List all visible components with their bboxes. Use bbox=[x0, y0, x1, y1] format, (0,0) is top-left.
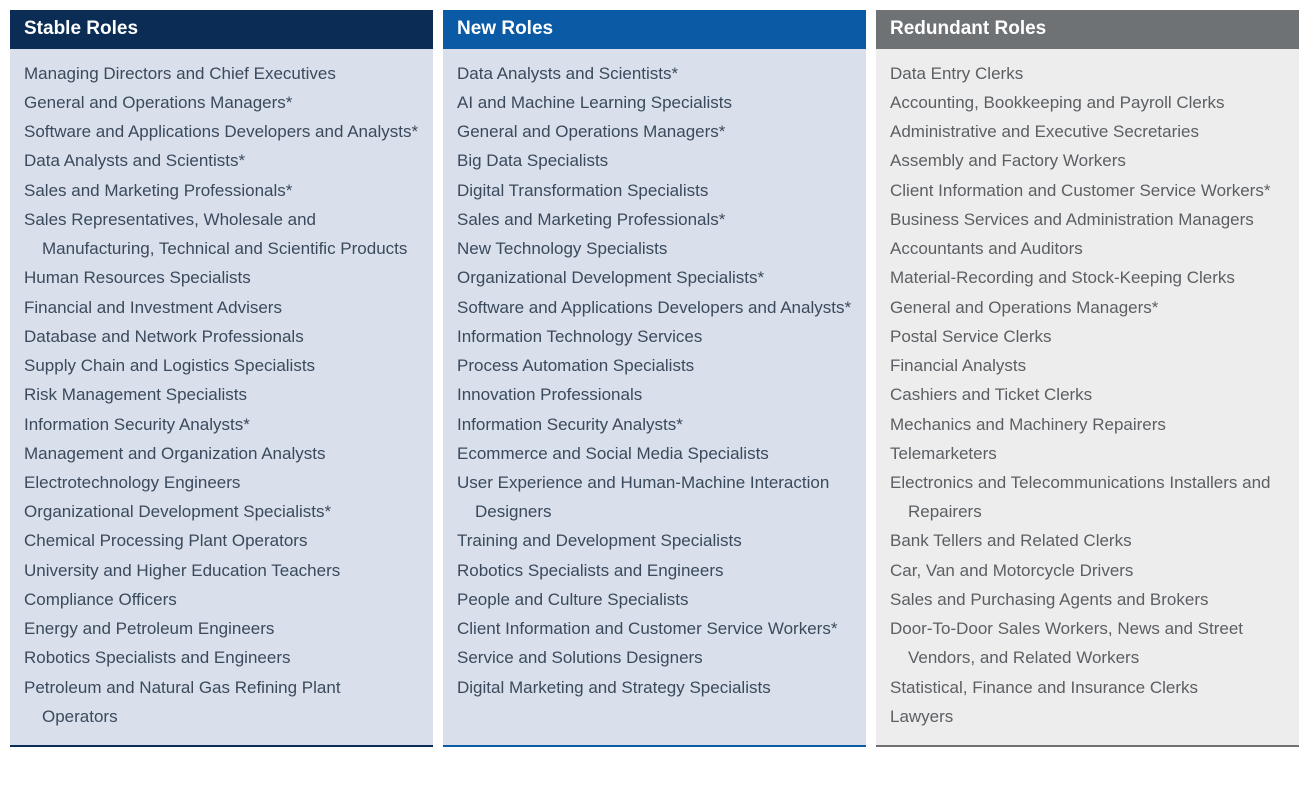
list-item: Training and Development Specialists bbox=[457, 526, 852, 555]
list-item: Human Resources Specialists bbox=[24, 263, 419, 292]
list-item: Information Security Analysts* bbox=[457, 410, 852, 439]
list-item: Material-Recording and Stock-Keeping Cle… bbox=[890, 263, 1285, 292]
list-item: Sales and Marketing Professionals* bbox=[457, 205, 852, 234]
list-item: User Experience and Human-Machine Intera… bbox=[457, 468, 852, 526]
list-item: Data Entry Clerks bbox=[890, 59, 1285, 88]
list-item: Client Information and Customer Service … bbox=[457, 614, 852, 643]
list-item: Ecommerce and Social Media Specialists bbox=[457, 439, 852, 468]
column-redundant: Redundant Roles Data Entry Clerks Accoun… bbox=[876, 10, 1299, 747]
list-item: Electronics and Telecommunications Insta… bbox=[890, 468, 1285, 526]
list-item: Management and Organization Analysts bbox=[24, 439, 419, 468]
list-item: Petroleum and Natural Gas Refining Plant… bbox=[24, 673, 419, 731]
list-item: Software and Applications Developers and… bbox=[457, 293, 852, 322]
list-item: General and Operations Managers* bbox=[890, 293, 1285, 322]
roles-table: Stable Roles Managing Directors and Chie… bbox=[0, 0, 1309, 757]
list-item: Robotics Specialists and Engineers bbox=[24, 643, 419, 672]
list-item: Door-To-Door Sales Workers, News and Str… bbox=[890, 614, 1285, 672]
list-item: Assembly and Factory Workers bbox=[890, 146, 1285, 175]
list-item: People and Culture Specialists bbox=[457, 585, 852, 614]
list-item: Organizational Development Specialists* bbox=[24, 497, 419, 526]
list-item: Organizational Development Specialists* bbox=[457, 263, 852, 292]
list-item: Lawyers bbox=[890, 702, 1285, 731]
column-header-stable: Stable Roles bbox=[10, 10, 433, 49]
list-item: Data Analysts and Scientists* bbox=[24, 146, 419, 175]
list-item: Database and Network Professionals bbox=[24, 322, 419, 351]
list-item: Information Security Analysts* bbox=[24, 410, 419, 439]
column-header-new: New Roles bbox=[443, 10, 866, 49]
list-item: Data Analysts and Scientists* bbox=[457, 59, 852, 88]
column-new: New Roles Data Analysts and Scientists* … bbox=[443, 10, 866, 747]
list-item: Financial and Investment Advisers bbox=[24, 293, 419, 322]
column-body-stable: Managing Directors and Chief Executives … bbox=[10, 49, 433, 745]
list-item: General and Operations Managers* bbox=[24, 88, 419, 117]
list-item: Sales and Purchasing Agents and Brokers bbox=[890, 585, 1285, 614]
list-item: Statistical, Finance and Insurance Clerk… bbox=[890, 673, 1285, 702]
list-item: Accounting, Bookkeeping and Payroll Cler… bbox=[890, 88, 1285, 117]
list-item: Digital Marketing and Strategy Specialis… bbox=[457, 673, 852, 702]
list-item: Software and Applications Developers and… bbox=[24, 117, 419, 146]
list-item: Sales and Marketing Professionals* bbox=[24, 176, 419, 205]
column-body-redundant: Data Entry Clerks Accounting, Bookkeepin… bbox=[876, 49, 1299, 745]
list-item: Client Information and Customer Service … bbox=[890, 176, 1285, 205]
list-item: New Technology Specialists bbox=[457, 234, 852, 263]
list-item: Process Automation Specialists bbox=[457, 351, 852, 380]
list-item: Sales Representatives, Wholesale and Man… bbox=[24, 205, 419, 263]
list-item: General and Operations Managers* bbox=[457, 117, 852, 146]
list-item: Supply Chain and Logistics Specialists bbox=[24, 351, 419, 380]
list-item: Energy and Petroleum Engineers bbox=[24, 614, 419, 643]
list-item: Robotics Specialists and Engineers bbox=[457, 556, 852, 585]
list-item: Mechanics and Machinery Repairers bbox=[890, 410, 1285, 439]
list-item: Accountants and Auditors bbox=[890, 234, 1285, 263]
list-item: Compliance Officers bbox=[24, 585, 419, 614]
column-header-redundant: Redundant Roles bbox=[876, 10, 1299, 49]
list-item: Car, Van and Motorcycle Drivers bbox=[890, 556, 1285, 585]
list-item: University and Higher Education Teachers bbox=[24, 556, 419, 585]
list-item: Big Data Specialists bbox=[457, 146, 852, 175]
list-item: Financial Analysts bbox=[890, 351, 1285, 380]
list-item: Telemarketers bbox=[890, 439, 1285, 468]
list-item: Digital Transformation Specialists bbox=[457, 176, 852, 205]
list-item: Administrative and Executive Secretaries bbox=[890, 117, 1285, 146]
columns-container: Stable Roles Managing Directors and Chie… bbox=[10, 10, 1299, 747]
list-item: Risk Management Specialists bbox=[24, 380, 419, 409]
list-item: Innovation Professionals bbox=[457, 380, 852, 409]
list-item: Electrotechnology Engineers bbox=[24, 468, 419, 497]
list-item: Cashiers and Ticket Clerks bbox=[890, 380, 1285, 409]
column-body-new: Data Analysts and Scientists* AI and Mac… bbox=[443, 49, 866, 745]
list-item: Bank Tellers and Related Clerks bbox=[890, 526, 1285, 555]
list-item: Information Technology Services bbox=[457, 322, 852, 351]
list-item: Chemical Processing Plant Operators bbox=[24, 526, 419, 555]
list-item: Service and Solutions Designers bbox=[457, 643, 852, 672]
column-stable: Stable Roles Managing Directors and Chie… bbox=[10, 10, 433, 747]
list-item: Business Services and Administration Man… bbox=[890, 205, 1285, 234]
list-item: Managing Directors and Chief Executives bbox=[24, 59, 419, 88]
list-item: Postal Service Clerks bbox=[890, 322, 1285, 351]
list-item: AI and Machine Learning Specialists bbox=[457, 88, 852, 117]
